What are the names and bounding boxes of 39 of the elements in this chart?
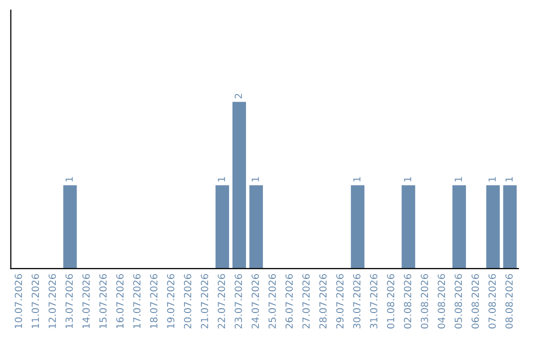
x-tick-label: 05.08.2026	[454, 274, 462, 328]
x-tick-label: 17.07.2026	[133, 274, 141, 328]
data-label: 1	[454, 177, 462, 182]
data-label: 1	[404, 177, 412, 182]
data-label: 1	[353, 177, 360, 182]
x-tick-label: 08.08.2026	[505, 274, 513, 328]
x-tick-label: 12.07.2026	[48, 274, 56, 328]
data-label: 1	[218, 177, 225, 182]
x-tick-label: 15.07.2026	[99, 274, 107, 328]
data-label: 1	[488, 177, 496, 182]
x-tick-label: 03.08.2026	[420, 274, 428, 328]
x-tick-label: 31.07.2026	[370, 274, 378, 328]
x-tick-label: 26.07.2026	[285, 274, 293, 328]
x-tick-label: 02.08.2026	[404, 274, 412, 328]
x-tick-label: 16.07.2026	[116, 274, 124, 328]
x-tick-label: 04.08.2026	[438, 274, 446, 328]
x-tick-label: 07.08.2026	[488, 274, 496, 328]
x-tick-label: 23.07.2026	[234, 274, 242, 328]
data-label: 1	[506, 177, 513, 182]
x-tick-label: 20.07.2026	[184, 274, 192, 328]
x-tick-label: 28.07.2026	[319, 274, 327, 328]
x-tick-label: 19.07.2026	[167, 274, 174, 328]
x-tick-label: 30.07.2026	[353, 274, 360, 328]
x-tick-label: 21.07.2026	[200, 274, 208, 328]
data-label: 2	[234, 94, 242, 98]
x-tick-label: 27.07.2026	[302, 274, 310, 328]
x-tick-label: 25.07.2026	[268, 274, 276, 328]
x-tick-label: 10.07.2026	[14, 274, 22, 328]
x-tick-label: 24.07.2026	[252, 274, 259, 328]
x-tick-label: 11.07.2026	[32, 274, 39, 328]
x-tick-label: 18.07.2026	[150, 274, 158, 328]
x-tick-label: 29.07.2026	[336, 274, 344, 328]
data-label: 1	[252, 177, 259, 182]
x-tick-label: 22.07.2026	[218, 274, 226, 328]
x-tick-label: 01.08.2026	[386, 274, 394, 328]
x-tick-label: 14.07.2026	[82, 274, 90, 328]
x-tick-label: 13.07.2026	[65, 274, 73, 328]
data-label: 1	[66, 177, 73, 182]
x-tick-label: 06.08.2026	[472, 274, 479, 328]
